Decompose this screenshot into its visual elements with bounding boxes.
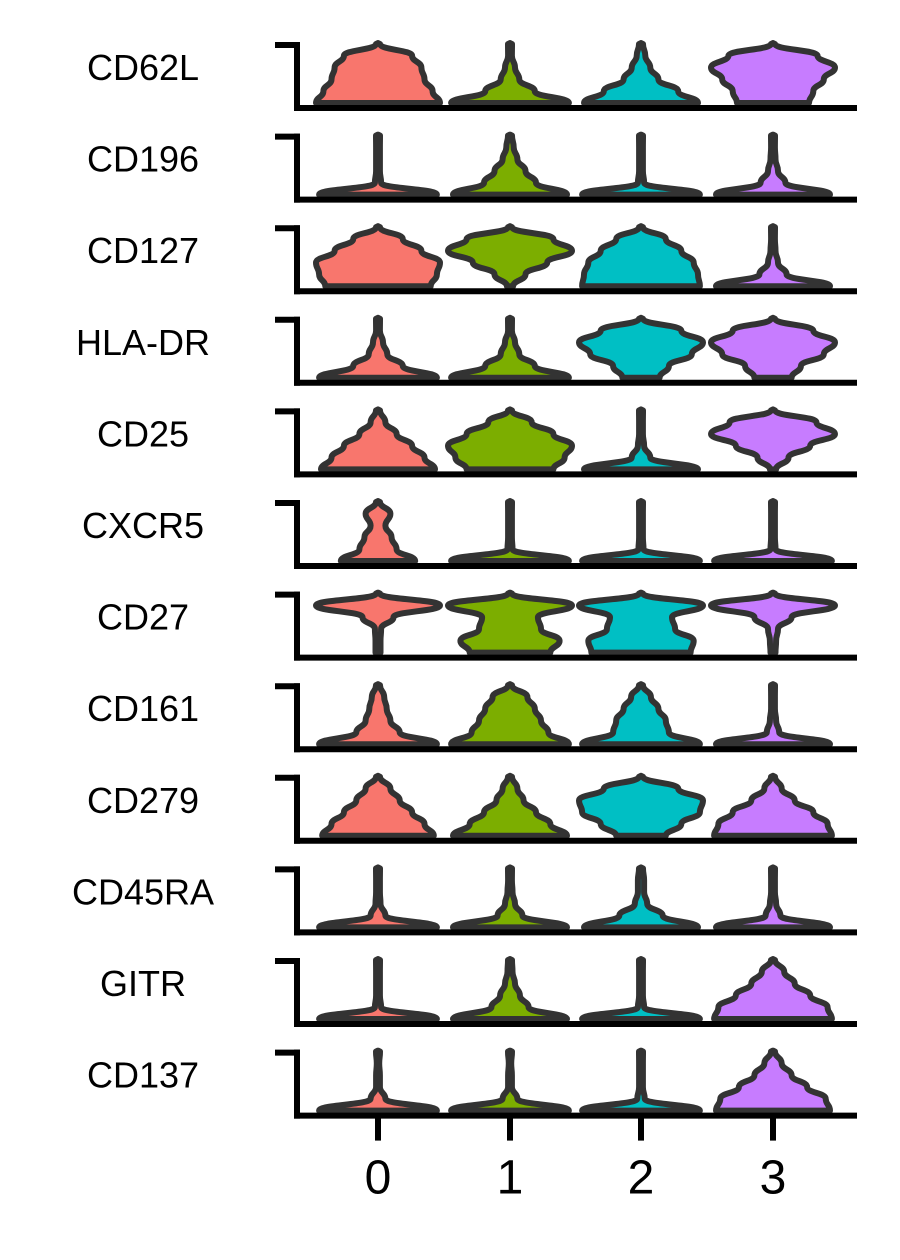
violin-cd62l-cluster-0 [313, 40, 443, 106]
violin-cd161-cluster-3 [713, 681, 833, 748]
violin-row-cd161: CD161 [87, 681, 857, 753]
row-label: CD45RA [72, 871, 214, 912]
row-label: GITR [100, 963, 186, 1004]
violin-cd27-cluster-3 [708, 589, 838, 656]
violin-row-gitr: GITR [100, 956, 857, 1027]
violin-hla-dr-cluster-1 [448, 314, 572, 381]
violin-cd25-cluster-3 [708, 406, 838, 473]
violin-cd45ra-cluster-3 [713, 864, 833, 931]
violin-cd27-cluster-1 [445, 589, 575, 656]
violin-cd196-cluster-3 [713, 131, 833, 198]
violin-hla-dr-cluster-0 [316, 314, 440, 381]
violin-cd45ra-cluster-2 [581, 864, 701, 931]
row-label: HLA-DR [76, 322, 210, 363]
violin-hla-dr-cluster-3 [708, 314, 838, 381]
violin-cxcr5-cluster-2 [579, 498, 703, 564]
violin-cd196-cluster-1 [450, 131, 570, 198]
violin-row-cxcr5: CXCR5 [82, 498, 857, 569]
violin-cd279-cluster-0 [319, 772, 437, 839]
violin-cxcr5-cluster-0 [337, 498, 419, 564]
violin-cd196-cluster-0 [316, 131, 440, 198]
violin-cd27-cluster-2 [576, 589, 706, 656]
violin-row-cd196: CD196 [87, 131, 857, 203]
violin-cd137-cluster-1 [448, 1047, 572, 1114]
violin-cd25-cluster-1 [445, 406, 575, 473]
violin-cd137-cluster-2 [579, 1047, 703, 1114]
x-tick-label-2: 2 [628, 1152, 655, 1205]
violin-row-cd279: CD279 [87, 772, 857, 844]
row-label: CD279 [87, 780, 199, 821]
violin-row-cd127: CD127 [87, 223, 857, 295]
x-tick-label-1: 1 [497, 1152, 524, 1205]
violin-cxcr5-cluster-3 [711, 498, 835, 564]
violin-cd127-cluster-3 [713, 223, 833, 290]
violin-hla-dr-cluster-2 [576, 314, 706, 381]
violin-cd137-cluster-0 [316, 1047, 440, 1114]
violin-cd279-cluster-3 [711, 772, 835, 839]
violin-row-cd137: CD137 [87, 1047, 857, 1119]
row-label: CD196 [87, 139, 199, 180]
row-label: CXCR5 [82, 505, 204, 546]
violin-cd161-cluster-2 [579, 681, 703, 748]
violin-row-cd27: CD27 [97, 589, 857, 661]
x-tick-label-3: 3 [760, 1152, 787, 1205]
violin-cd62l-cluster-1 [448, 40, 572, 106]
violin-cd127-cluster-0 [313, 223, 443, 290]
violin-cd27-cluster-0 [313, 589, 443, 656]
violin-gitr-cluster-3 [711, 956, 835, 1022]
violin-row-cd62l: CD62L [87, 40, 857, 111]
violin-cxcr5-cluster-1 [448, 498, 572, 564]
row-label: CD25 [97, 413, 189, 454]
violin-cd45ra-cluster-1 [450, 864, 570, 931]
violin-cd137-cluster-3 [713, 1047, 833, 1114]
row-label: CD27 [97, 597, 189, 638]
row-label: CD137 [87, 1055, 199, 1096]
violin-cd127-cluster-2 [579, 223, 703, 290]
row-label: CD161 [87, 688, 199, 729]
violin-cd196-cluster-2 [579, 131, 703, 198]
violin-cd25-cluster-2 [581, 406, 701, 473]
violin-cd45ra-cluster-0 [316, 864, 440, 931]
violin-row-cd25: CD25 [97, 406, 857, 478]
violin-rows: CD62L CD196 CD127 HLA-DR CD25 CXCR5 CD27 CD161 C… [72, 40, 857, 1119]
row-label: CD62L [87, 47, 199, 88]
violin-cd25-cluster-0 [318, 406, 438, 473]
violin-gitr-cluster-2 [579, 956, 703, 1022]
violin-gitr-cluster-0 [316, 956, 440, 1022]
violin-row-hla-dr: HLA-DR [76, 314, 857, 386]
violin-cd279-cluster-1 [450, 772, 570, 839]
violin-cd161-cluster-1 [448, 681, 572, 748]
x-tick-label-0: 0 [365, 1152, 392, 1205]
violin-cd127-cluster-1 [445, 223, 575, 290]
violin-cd62l-cluster-2 [581, 40, 701, 106]
violin-cd161-cluster-0 [316, 681, 440, 748]
violin-cd279-cluster-2 [576, 772, 706, 839]
x-axis: 0 1 2 3 [365, 1115, 787, 1205]
violin-gitr-cluster-1 [450, 956, 570, 1022]
row-label: CD127 [87, 230, 199, 271]
violin-cd62l-cluster-3 [708, 40, 838, 106]
violin-row-cd45ra: CD45RA [72, 864, 857, 936]
